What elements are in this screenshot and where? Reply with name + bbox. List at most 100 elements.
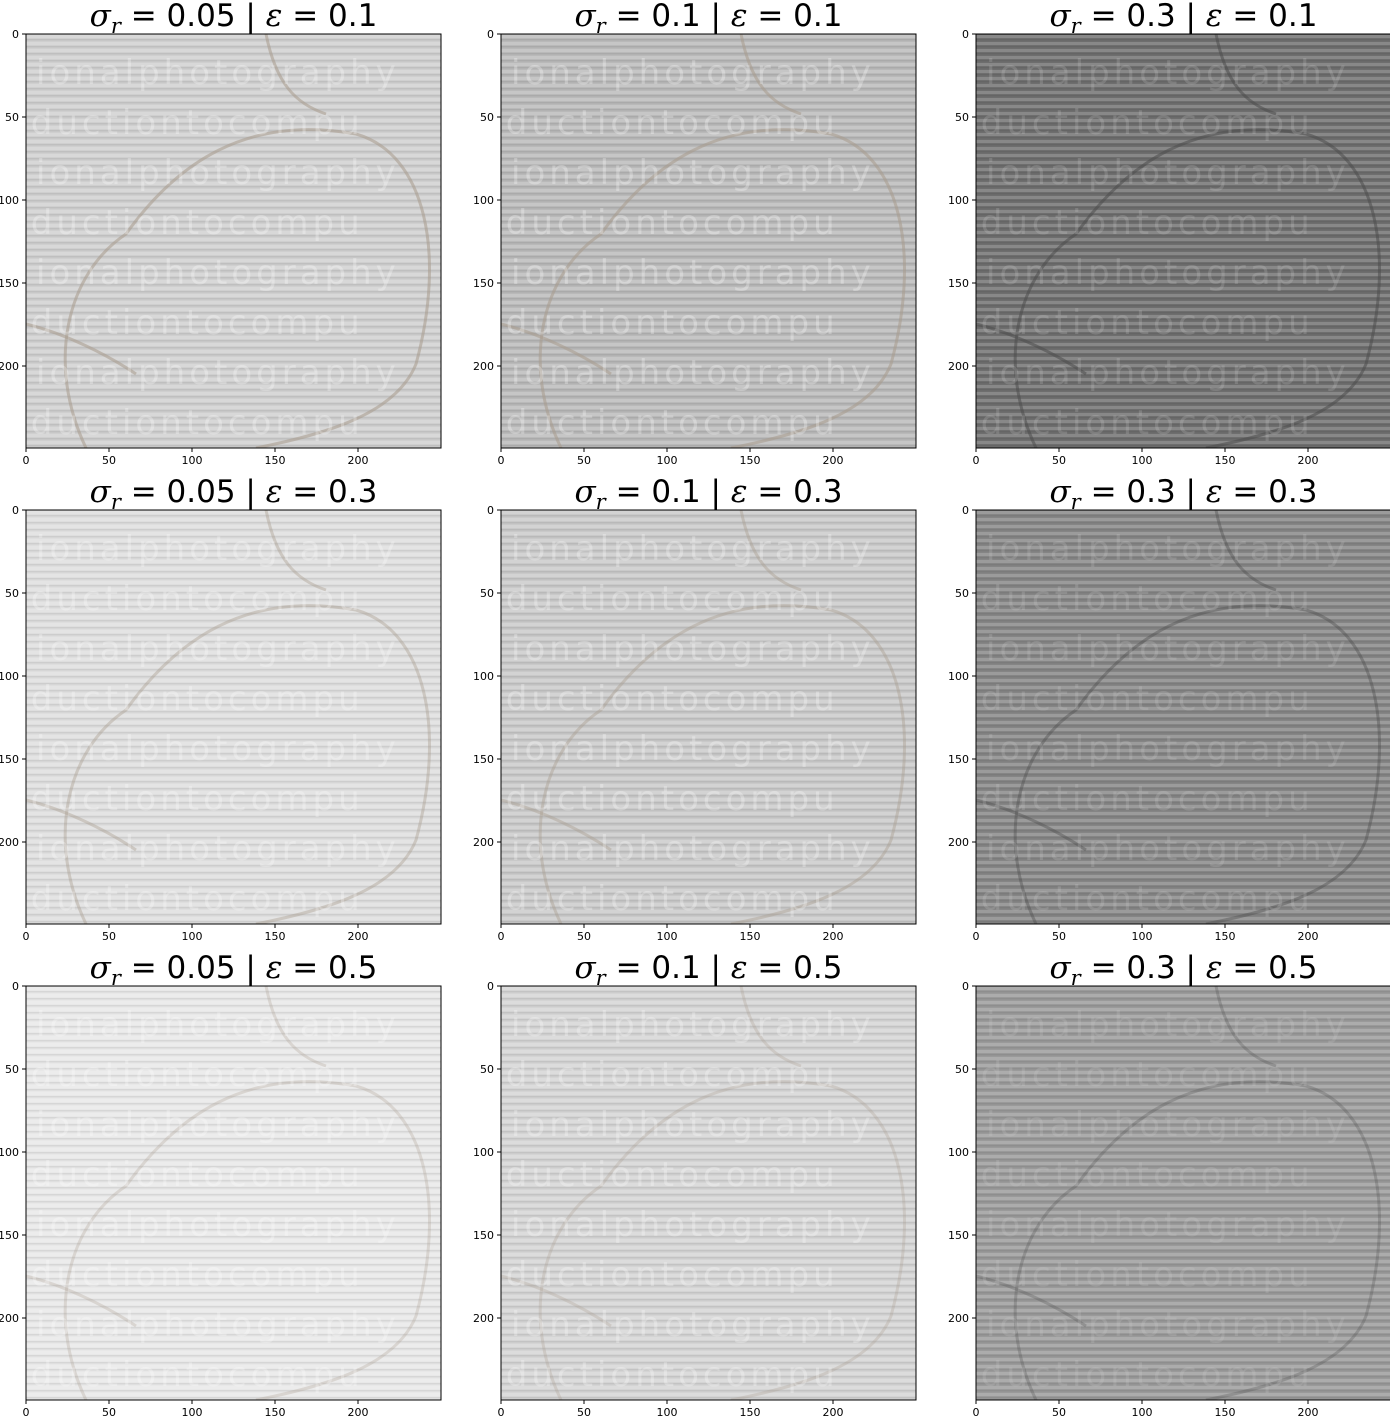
panel-8: ionalphotography oductiontocompu ionalphot…	[473, 950, 917, 1418]
watermark-text: ionalphotography	[986, 353, 1350, 393]
y-tick-label: 0	[962, 980, 969, 993]
y-tick-label: 200	[0, 1312, 19, 1325]
y-tick-label: 150	[0, 753, 19, 766]
y-tick-label: 0	[487, 980, 494, 993]
x-tick-label: 50	[102, 930, 116, 943]
watermark-text: oductiontocompu	[956, 303, 1314, 343]
y-tick-label: 200	[948, 360, 969, 373]
x-tick-label: 50	[102, 454, 116, 467]
silhouette-outline	[1013, 1080, 1381, 1400]
watermark-text: oductiontocompu	[956, 1355, 1314, 1395]
y-tick-label: 200	[473, 836, 494, 849]
x-tick-label: 150	[1215, 454, 1236, 467]
watermark-text: oductiontocompu	[6, 1355, 364, 1395]
watermark-text: oductiontocompu	[956, 879, 1314, 919]
filtered-image: ionalphotography oductiontocompu ionalphot…	[956, 34, 1390, 448]
y-tick-label: 100	[0, 194, 19, 207]
silhouette-outline	[1013, 128, 1381, 448]
y-tick-label: 50	[480, 1063, 494, 1076]
y-tick-label: 150	[473, 277, 494, 290]
y-tick-label: 0	[487, 504, 494, 517]
y-tick-label: 100	[473, 194, 494, 207]
y-tick-label: 0	[487, 28, 494, 41]
watermark-text: ionalphotography	[986, 1005, 1350, 1045]
watermark-text: oductiontocompu	[956, 203, 1314, 243]
panel-title: σr = 0.1 | ε = 0.3	[575, 474, 843, 514]
watermark-text: ionalphotography	[36, 153, 400, 193]
y-tick-label: 200	[0, 360, 19, 373]
silhouette-outline	[63, 128, 431, 448]
y-tick-label: 200	[473, 1312, 494, 1325]
watermark-text: oductiontocompu	[481, 679, 839, 719]
x-tick-label: 150	[740, 454, 761, 467]
watermark-text: oductiontocompu	[481, 1055, 839, 1095]
watermark-text: ionalphotography	[511, 1205, 875, 1245]
x-tick-label: 150	[740, 930, 761, 943]
watermark-text: ionalphotography	[511, 1105, 875, 1145]
watermark-text: ionalphotography	[36, 629, 400, 669]
watermark-text: oductiontocompu	[6, 879, 364, 919]
axes-frame	[975, 509, 1390, 925]
x-tick-label: 100	[1132, 454, 1153, 467]
watermark-text: oductiontocompu	[956, 779, 1314, 819]
watermark-text: ionalphotography	[986, 529, 1350, 569]
watermark-text: oductiontocompu	[956, 679, 1314, 719]
watermark-text: ionalphotography	[511, 729, 875, 769]
x-tick-label: 200	[348, 1406, 369, 1418]
filtered-image: ionalphotography oductiontocompu ionalphot…	[956, 510, 1390, 924]
y-tick-label: 100	[0, 670, 19, 683]
watermark-text: oductiontocompu	[6, 579, 364, 619]
watermark-text: ionalphotography	[511, 353, 875, 393]
watermark-text: ionalphotography	[986, 1105, 1350, 1145]
x-tick-label: 50	[1052, 930, 1066, 943]
axes-frame	[975, 33, 1390, 449]
y-tick-label: 100	[948, 670, 969, 683]
x-tick-label: 100	[1132, 930, 1153, 943]
axes-frame	[500, 509, 917, 925]
x-tick-label: 100	[182, 454, 203, 467]
watermark-text: ionalphotography	[36, 1105, 400, 1145]
watermark-text: oductiontocompu	[481, 1255, 839, 1295]
filtered-image: ionalphotography oductiontocompu ionalphot…	[956, 986, 1390, 1400]
y-tick-label: 0	[962, 504, 969, 517]
watermark-text: oductiontocompu	[6, 1255, 364, 1295]
panel-3: ionalphotography oductiontocompu ionalphot…	[948, 0, 1390, 467]
y-tick-label: 150	[0, 1229, 19, 1242]
axes-frame	[500, 985, 917, 1401]
watermark-text: ionalphotography	[986, 253, 1350, 293]
watermark-text: oductiontocompu	[481, 879, 839, 919]
watermark-text: ionalphotography	[36, 1005, 400, 1045]
y-tick-label: 0	[12, 980, 19, 993]
panel-title: σr = 0.1 | ε = 0.1	[575, 0, 843, 38]
axes-frame	[500, 33, 917, 449]
x-tick-label: 0	[973, 1406, 980, 1418]
watermark-text: ionalphotography	[511, 53, 875, 93]
x-tick-label: 100	[657, 454, 678, 467]
panel-title: σr = 0.1 | ε = 0.5	[575, 950, 843, 990]
x-tick-label: 0	[498, 930, 505, 943]
x-tick-label: 0	[23, 1406, 30, 1418]
panel-title: σr = 0.3 | ε = 0.5	[1050, 950, 1318, 990]
x-tick-label: 0	[23, 454, 30, 467]
watermark-text: oductiontocompu	[6, 1155, 364, 1195]
y-tick-label: 100	[0, 1146, 19, 1159]
y-tick-label: 100	[948, 194, 969, 207]
x-tick-label: 200	[823, 454, 844, 467]
x-tick-label: 50	[577, 930, 591, 943]
panel-7: ionalphotography oductiontocompu ionalphot…	[0, 950, 442, 1418]
watermark-text: ionalphotography	[511, 253, 875, 293]
watermark-text: oductiontocompu	[481, 1355, 839, 1395]
x-tick-label: 50	[577, 454, 591, 467]
watermark-text: ionalphotography	[986, 629, 1350, 669]
x-tick-label: 150	[265, 930, 286, 943]
silhouette-outline	[63, 604, 431, 924]
watermark-text: oductiontocompu	[6, 779, 364, 819]
panel-title: σr = 0.3 | ε = 0.1	[1050, 0, 1318, 38]
y-tick-label: 0	[12, 28, 19, 41]
x-tick-label: 50	[577, 1406, 591, 1418]
watermark-text: ionalphotography	[986, 829, 1350, 869]
watermark-text: oductiontocompu	[481, 403, 839, 443]
watermark-text: ionalphotography	[36, 53, 400, 93]
x-tick-label: 0	[973, 454, 980, 467]
watermark-text: ionalphotography	[986, 153, 1350, 193]
